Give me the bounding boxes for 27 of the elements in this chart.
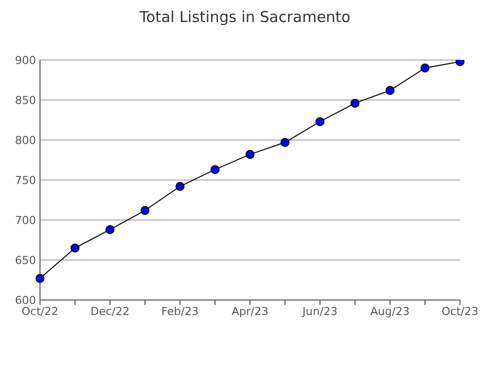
x-tick-label: Oct/23 (442, 304, 478, 318)
point (36, 274, 44, 283)
y-tick-label: 900 (15, 54, 36, 67)
x-tick-label: Aug/23 (370, 304, 410, 318)
x-tick-label: Dec/22 (90, 304, 130, 318)
x-tick-label: Apr/23 (232, 304, 268, 318)
y-tick-label: 850 (15, 94, 36, 107)
point (246, 150, 254, 159)
x-tick-label: Jun/23 (302, 304, 338, 318)
y-tick-label: 650 (15, 254, 36, 267)
x-tick-label: Feb/23 (161, 304, 199, 318)
chart-title: Total Listings in Sacramento (138, 8, 352, 26)
y-tick-label: 700 (15, 214, 36, 227)
point (210, 165, 220, 174)
point (176, 182, 184, 191)
y-tick-label: 800 (15, 134, 36, 147)
point (140, 206, 150, 215)
point (420, 64, 430, 72)
point (70, 244, 80, 252)
x-tick-label: Oct/22 (22, 304, 58, 318)
point (106, 225, 114, 234)
y-tick-label: 750 (15, 174, 36, 187)
y-tick-label: 600 (15, 294, 36, 307)
point (350, 98, 360, 108)
point (316, 117, 324, 126)
point (386, 86, 394, 95)
point (280, 138, 290, 147)
